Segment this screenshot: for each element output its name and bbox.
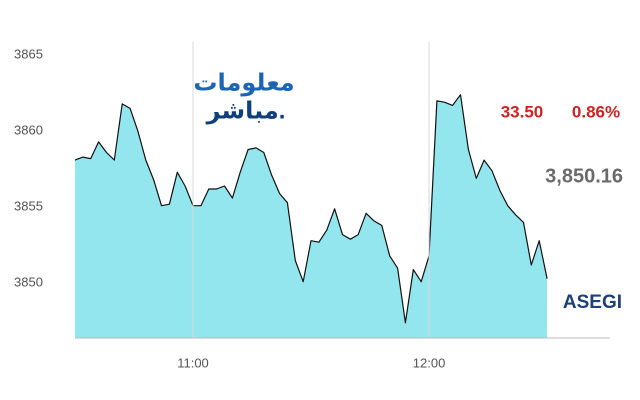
plot xyxy=(74,42,548,338)
y-tick-label: 3860 xyxy=(14,123,43,138)
symbol: ASEGI xyxy=(563,292,622,313)
line xyxy=(74,94,548,324)
logo-top: معلومات xyxy=(193,69,294,96)
x-tick-label: 12:00 xyxy=(413,355,446,370)
y-tick-label: 3850 xyxy=(14,275,43,290)
logo-bottom: مباشر. xyxy=(206,97,286,124)
last-value: 3,850.16 xyxy=(545,165,623,187)
y-tick-label: 3865 xyxy=(14,47,43,62)
x-tick-label: 11:00 xyxy=(177,355,209,370)
area xyxy=(75,94,548,338)
change-percent: 0.86% xyxy=(572,102,620,121)
change: 33.50 xyxy=(501,102,544,121)
y-tick-label: 3855 xyxy=(14,199,43,214)
